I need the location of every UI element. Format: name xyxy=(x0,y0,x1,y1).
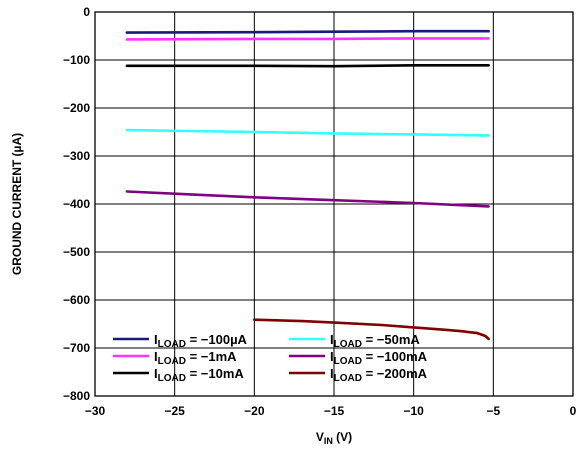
series-line xyxy=(125,29,490,34)
series-line xyxy=(253,318,490,341)
x-tick-label: −10 xyxy=(403,404,424,418)
legend-label: ILOAD = −10mA xyxy=(154,366,244,384)
y-tick-label: 0 xyxy=(83,5,90,19)
y-tick-label: −300 xyxy=(63,149,90,163)
x-tick-label: −25 xyxy=(164,404,185,418)
legend-label: ILOAD = −200mA xyxy=(330,366,428,384)
x-tick-label: −20 xyxy=(244,404,265,418)
y-tick-label: −200 xyxy=(63,101,90,115)
series-lines xyxy=(125,29,490,341)
grid xyxy=(95,12,573,396)
plot-frame xyxy=(94,11,574,397)
series-line xyxy=(125,190,490,208)
x-tick-label: 0 xyxy=(570,404,577,418)
x-axis-title: VIN (V) xyxy=(316,430,352,446)
x-tick-label: −30 xyxy=(85,404,106,418)
series-line xyxy=(125,128,490,137)
x-tick-label: −15 xyxy=(324,404,345,418)
x-tick-label: −5 xyxy=(486,404,500,418)
series-line xyxy=(125,64,490,68)
legend-label: ILOAD = −100mA xyxy=(330,349,428,367)
y-tick-label: −800 xyxy=(63,389,90,403)
legend-label: ILOAD = −50mA xyxy=(330,332,420,350)
y-tick-label: −100 xyxy=(63,53,90,67)
y-tick-label: −600 xyxy=(63,293,90,307)
y-tick-label: −700 xyxy=(63,341,90,355)
y-axis-title: GROUND CURRENT (µA) xyxy=(10,133,24,275)
tick-labels: −30 −25 −20 −15 −10 −5 00−100−200−300−400−500−… xyxy=(63,5,577,418)
series-line xyxy=(125,37,490,41)
legend-label: ILOAD = −1mA xyxy=(154,349,237,367)
y-tick-label: −500 xyxy=(63,245,90,259)
y-tick-label: −400 xyxy=(63,197,90,211)
legend-label: ILOAD = −100µA xyxy=(154,332,248,350)
